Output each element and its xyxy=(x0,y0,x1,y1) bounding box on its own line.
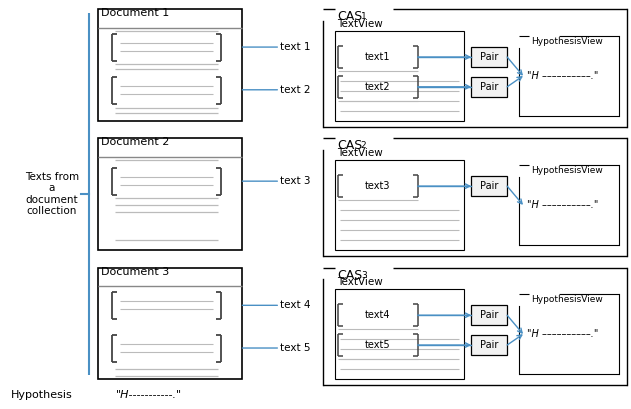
Text: CAS: CAS xyxy=(337,269,362,281)
Text: text2: text2 xyxy=(365,82,391,92)
Text: Pair: Pair xyxy=(480,52,498,62)
Text: Pair: Pair xyxy=(480,310,498,320)
Bar xyxy=(98,139,242,249)
Bar xyxy=(98,267,242,379)
Text: HypothesisView: HypothesisView xyxy=(531,166,603,175)
Bar xyxy=(471,47,507,67)
Text: text 2: text 2 xyxy=(242,85,310,95)
Text: Pair: Pair xyxy=(480,82,498,92)
Text: text 1: text 1 xyxy=(242,42,310,52)
Bar xyxy=(471,335,507,355)
Text: Hypothesis: Hypothesis xyxy=(11,390,73,400)
Text: 3: 3 xyxy=(361,270,367,279)
Bar xyxy=(471,305,507,325)
Text: HypothesisView: HypothesisView xyxy=(531,295,603,304)
Text: Document 1: Document 1 xyxy=(101,8,169,18)
Text: text4: text4 xyxy=(365,310,391,320)
Text: text 4: text 4 xyxy=(242,300,310,310)
Text: "H ––––––––––.": "H ––––––––––." xyxy=(527,71,598,81)
Text: "H-----------.": "H-----------." xyxy=(116,390,182,400)
Text: Pair: Pair xyxy=(480,181,498,191)
Text: text 5: text 5 xyxy=(242,343,310,353)
Bar xyxy=(335,290,464,379)
Text: CAS: CAS xyxy=(337,139,362,153)
Text: text5: text5 xyxy=(365,340,391,350)
Bar xyxy=(335,160,464,249)
Bar xyxy=(471,77,507,97)
Text: text 3: text 3 xyxy=(242,176,310,186)
Text: 1: 1 xyxy=(361,12,367,21)
Text: HypothesisView: HypothesisView xyxy=(531,37,603,46)
Text: TextView: TextView xyxy=(337,148,382,158)
Text: text1: text1 xyxy=(365,52,391,62)
Text: Document 2: Document 2 xyxy=(101,137,169,148)
Text: Document 3: Document 3 xyxy=(101,267,169,276)
Text: "H ––––––––––.": "H ––––––––––." xyxy=(527,329,598,339)
Bar xyxy=(471,176,507,196)
Bar xyxy=(98,9,242,121)
Text: TextView: TextView xyxy=(337,277,382,288)
Text: CAS: CAS xyxy=(337,10,362,23)
Text: 2: 2 xyxy=(361,142,367,151)
Text: Texts from
a
document
collection: Texts from a document collection xyxy=(25,172,79,216)
Text: Pair: Pair xyxy=(480,340,498,350)
Text: TextView: TextView xyxy=(337,19,382,29)
Text: text3: text3 xyxy=(365,181,391,191)
Bar xyxy=(335,31,464,121)
Text: "H ––––––––––.": "H ––––––––––." xyxy=(527,200,598,210)
